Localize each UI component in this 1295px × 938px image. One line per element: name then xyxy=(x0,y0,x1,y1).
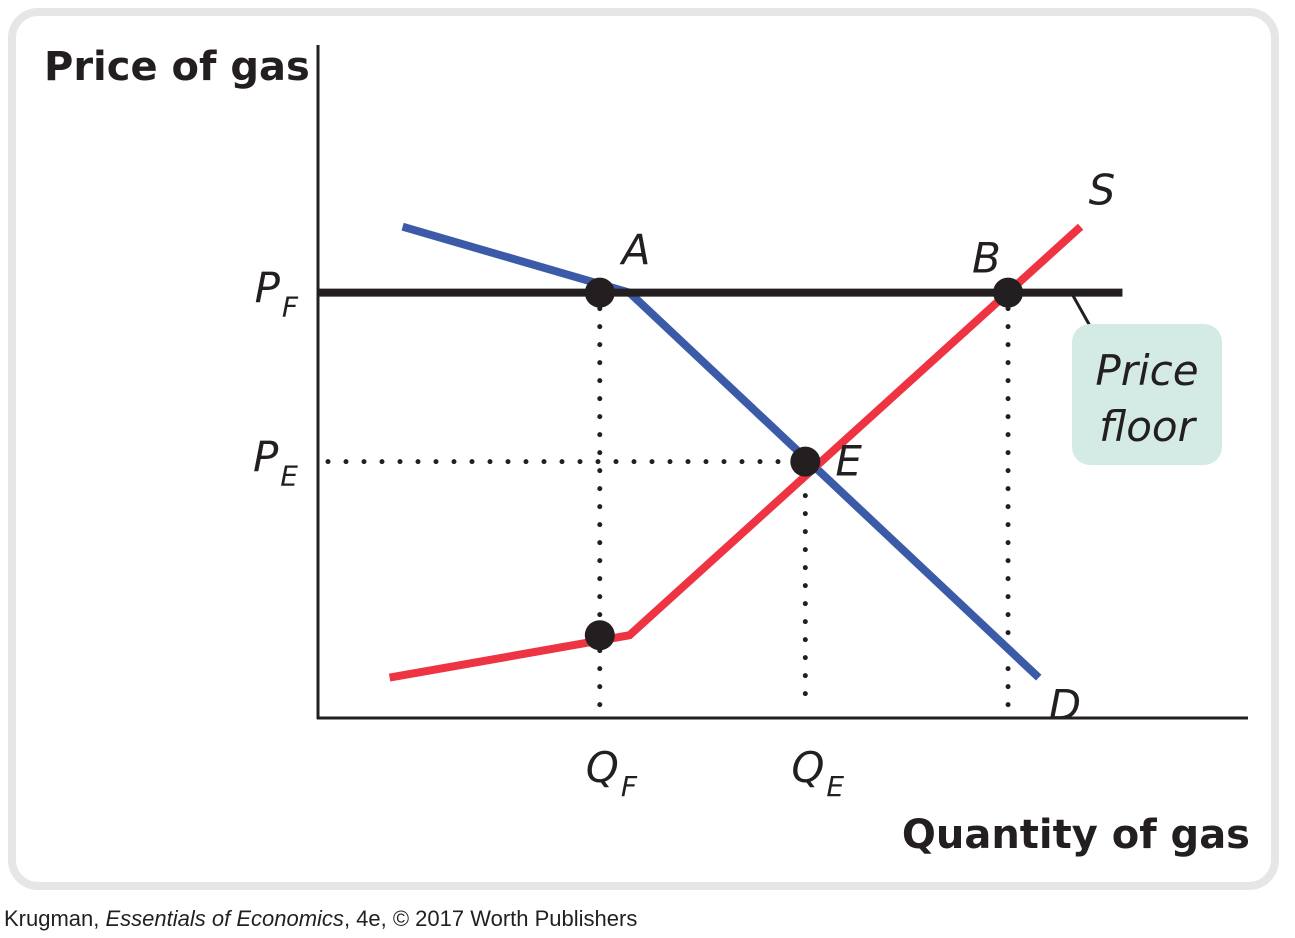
x-tick-label-qe: QE xyxy=(791,743,844,803)
point-label-b: B xyxy=(972,234,1001,283)
y-axis-title: Price of gas xyxy=(44,44,310,90)
chart: Price of gas Quantity of gas A B E D S PF PE QF… xyxy=(44,44,1250,858)
x-tick-label-qf: QF xyxy=(586,743,638,803)
curve-s xyxy=(388,223,1084,682)
points xyxy=(584,277,1024,651)
axes xyxy=(316,45,1248,720)
point-a xyxy=(584,277,615,308)
credit-line: Krugman, Essentials of Economics, 4e, © … xyxy=(4,906,637,932)
price-floor-callout: Price floor xyxy=(1071,293,1222,465)
callout-text-line-1: Price xyxy=(1095,346,1198,395)
curves xyxy=(318,222,1123,682)
labels: A B E D S PF PE QF QE xyxy=(253,166,1115,803)
point-label-a: A xyxy=(619,226,651,275)
point-label-e: E xyxy=(835,437,862,486)
figure-card xyxy=(8,8,1279,890)
callout-leader xyxy=(1071,293,1092,327)
point-b xyxy=(993,277,1024,308)
credit-rest: , 4e, © 2017 Worth Publishers xyxy=(343,906,638,931)
callout-text-line-2: floor xyxy=(1099,402,1198,451)
x-axis-title: Quantity of gas xyxy=(902,812,1250,858)
credit-author: Krugman, xyxy=(4,906,106,931)
y-tick-label-pe: PE xyxy=(253,433,298,493)
point-e xyxy=(790,446,821,477)
dotted-guides xyxy=(325,306,1011,713)
credit-book: Essentials of Economics xyxy=(105,906,344,931)
curve-label-s: S xyxy=(1089,166,1116,215)
curve-label-d: D xyxy=(1049,681,1081,730)
callout-box xyxy=(1072,324,1222,465)
point-unlabeled-3 xyxy=(584,620,615,651)
y-tick-label-pf: PF xyxy=(255,264,299,324)
